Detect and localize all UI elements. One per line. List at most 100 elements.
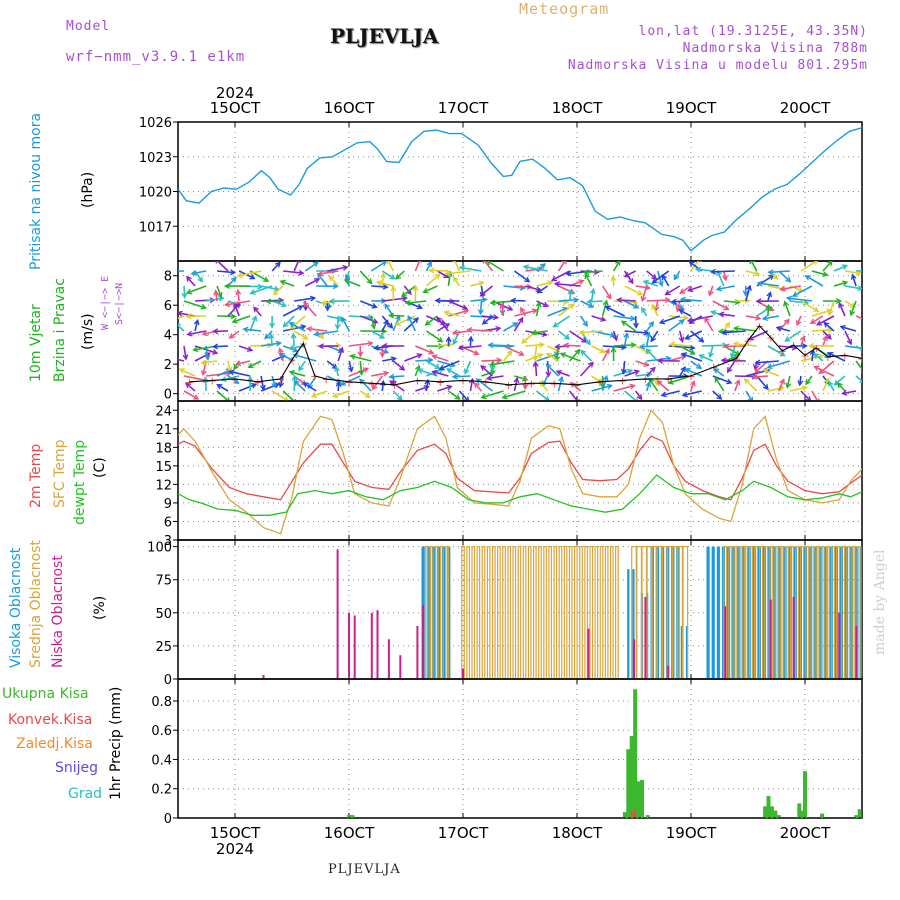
precip-total-bar xyxy=(636,781,641,818)
wind-arrow xyxy=(842,390,857,395)
ytick-label: 100 xyxy=(147,541,172,556)
cloud-low-bar xyxy=(262,675,265,679)
wind-arrow xyxy=(216,261,229,272)
wind-arrow xyxy=(448,309,469,317)
wind-arrow xyxy=(711,270,735,273)
wind-arrow xyxy=(381,381,385,392)
wind-arrow-head xyxy=(342,264,349,271)
wind-arrow-head xyxy=(489,369,497,376)
wind-arrow-head xyxy=(629,383,636,390)
wind-arrow-head xyxy=(224,301,231,308)
cloud-mid-bar xyxy=(728,546,733,679)
wind-arrow xyxy=(734,380,740,392)
wind-arrow-head xyxy=(185,288,193,295)
wind-arrow-head xyxy=(550,275,558,282)
wind-arrow-head xyxy=(630,342,637,348)
wind-arrow xyxy=(814,365,835,377)
wind-arrow xyxy=(767,345,786,357)
cloud-mid-bar xyxy=(774,546,779,679)
cloud-low-bar xyxy=(387,639,390,679)
wind-arrow xyxy=(591,384,612,392)
wind-arrow-head xyxy=(426,261,432,268)
wind-arrow-head xyxy=(518,350,525,357)
wind-arrow xyxy=(293,353,317,362)
wind-arrow xyxy=(668,319,685,332)
wind-arrow xyxy=(436,316,450,332)
wind-arrow-head xyxy=(678,319,685,325)
wind-arrow xyxy=(688,285,703,292)
wind-arrow xyxy=(282,390,295,401)
wind-arrow-head xyxy=(338,346,345,353)
precip-total-bar xyxy=(797,803,802,818)
wind-arrow xyxy=(260,342,281,347)
wind-arrow xyxy=(395,315,416,326)
wind-arrow xyxy=(292,333,295,347)
wind-arrow-head xyxy=(825,333,832,340)
wind-arrow-head xyxy=(636,394,643,401)
wind-arrow xyxy=(744,378,758,392)
wind-arrow-head xyxy=(604,348,610,355)
wind-arrow-head xyxy=(201,330,208,337)
wind-arrow xyxy=(481,359,502,362)
wind-arrow-head xyxy=(212,328,219,335)
wind-arrow-head xyxy=(836,298,843,304)
wind-arrow-head xyxy=(726,366,733,374)
wind-arrow-head xyxy=(715,285,723,292)
precipitation-frame xyxy=(177,678,863,819)
wind-arrow-head xyxy=(704,316,710,323)
wind-arrow xyxy=(264,330,273,340)
wind-arrow-head xyxy=(573,296,580,303)
cloud-mid-bar xyxy=(743,546,748,679)
wind-arrow xyxy=(407,315,417,332)
wind-arrow-head xyxy=(698,354,705,360)
wind-arrow-head xyxy=(827,309,834,316)
precip-total-bar xyxy=(626,749,631,818)
wind-arrow xyxy=(469,336,472,347)
wind-arrow xyxy=(767,305,770,317)
wind-arrow-head xyxy=(457,344,464,351)
wind-arrow-head xyxy=(388,380,396,386)
wind-arrow xyxy=(481,370,496,377)
wind-arrow-head xyxy=(606,293,612,300)
wind-arrow xyxy=(685,330,703,340)
wind-arrow xyxy=(623,333,628,347)
wind-arrow-head xyxy=(292,352,299,359)
ytick-label: 2 xyxy=(164,358,172,373)
wind-arrow-head xyxy=(343,278,351,285)
wind-arrow-head xyxy=(809,318,816,324)
wind-arrow xyxy=(179,368,196,377)
wind-arrow xyxy=(183,345,187,360)
wind-arrow xyxy=(490,360,515,366)
wind-arrow-head xyxy=(530,329,537,336)
wind-arrow xyxy=(681,352,703,362)
wind-arrow xyxy=(371,371,389,377)
wind-arrow-head xyxy=(681,391,688,398)
wind-arrow xyxy=(534,362,538,377)
wind-arrow-head xyxy=(661,274,668,281)
cloud-mid-bar xyxy=(599,546,604,679)
wind-arrow xyxy=(523,265,548,272)
wind-arrow-head xyxy=(512,322,519,328)
ytick-label: 0.2 xyxy=(151,783,172,798)
wind-arrow xyxy=(283,315,295,328)
wind-arrow-head xyxy=(288,322,295,328)
wind-arrow xyxy=(758,282,780,287)
wind-arrow-head xyxy=(749,261,755,265)
wind-arrow xyxy=(389,380,405,392)
cloud-mid-bar xyxy=(445,546,449,679)
wind-arrow-head xyxy=(228,369,235,376)
wind-arrow-head xyxy=(553,281,561,288)
wind-arrow xyxy=(844,330,852,345)
wind-arrow xyxy=(641,285,648,302)
wind-arrow-head xyxy=(695,363,703,370)
wind-arrow-head xyxy=(181,292,188,299)
wind-arrow-head xyxy=(479,290,486,297)
wind-arrow xyxy=(734,327,757,332)
wind-arrow-head xyxy=(453,276,459,283)
cloud-low-bar xyxy=(724,606,727,679)
wind-arrow xyxy=(679,366,686,377)
wind-arrow xyxy=(612,276,615,287)
wind-arrow xyxy=(624,390,638,401)
wind-arrow xyxy=(470,298,487,302)
